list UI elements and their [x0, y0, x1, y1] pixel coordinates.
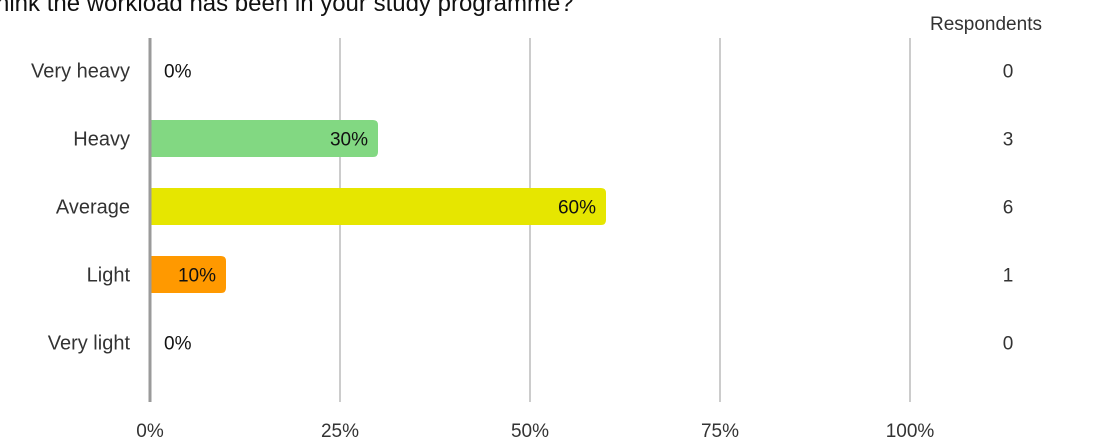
x-tick-label: 75%: [701, 421, 739, 442]
bar: [150, 120, 378, 157]
bar: [150, 256, 226, 293]
category-label: Light: [87, 265, 131, 287]
respondent-count: 1: [1003, 266, 1014, 287]
respondent-count: 0: [1003, 334, 1014, 355]
bar-value-label: 30%: [330, 130, 368, 151]
bar-value-label: 10%: [178, 266, 216, 287]
bar: [150, 188, 606, 225]
category-label: Heavy: [73, 129, 130, 151]
respondent-count: 0: [1003, 62, 1014, 83]
x-tick-label: 25%: [321, 421, 359, 442]
x-tick-label: 0%: [136, 421, 164, 442]
bar-value-label: 0%: [164, 62, 192, 83]
respondent-count: 6: [1003, 198, 1014, 219]
category-label: Very light: [48, 333, 131, 355]
respondent-count: 3: [1003, 130, 1014, 151]
x-tick-label: 50%: [511, 421, 549, 442]
bar-value-label: 0%: [164, 334, 192, 355]
x-tick-label: 100%: [886, 421, 935, 442]
bar-value-label: 60%: [558, 198, 596, 219]
chart-title: hink the workload has been in your study…: [0, 0, 574, 17]
respondents-header: Respondents: [930, 14, 1042, 35]
category-label: Very heavy: [31, 61, 130, 83]
category-label: Average: [56, 197, 130, 219]
